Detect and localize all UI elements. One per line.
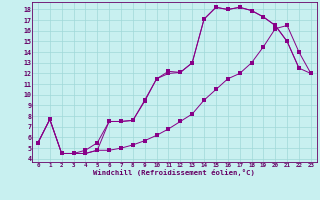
X-axis label: Windchill (Refroidissement éolien,°C): Windchill (Refroidissement éolien,°C) [93, 169, 255, 176]
